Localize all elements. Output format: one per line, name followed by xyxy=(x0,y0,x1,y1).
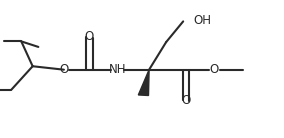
Text: O: O xyxy=(181,94,191,107)
Text: O: O xyxy=(85,30,94,43)
Polygon shape xyxy=(138,70,149,95)
Text: O: O xyxy=(59,63,68,76)
Text: OH: OH xyxy=(193,14,211,26)
Text: NH: NH xyxy=(109,63,127,76)
Text: O: O xyxy=(210,63,219,76)
